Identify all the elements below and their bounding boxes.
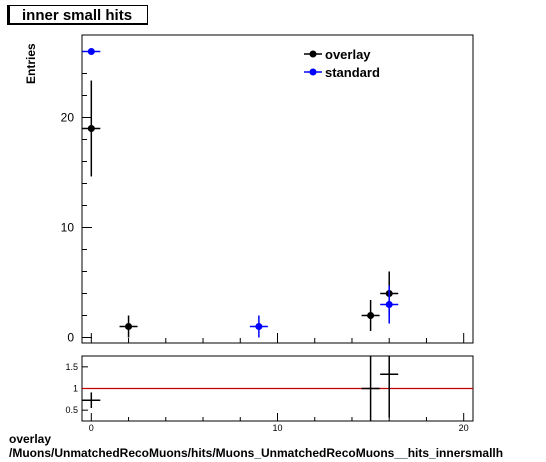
ratio-x-tick-label: 0: [89, 423, 94, 433]
legend-standard-marker: [309, 68, 317, 76]
ratio-y-tick-label: 1.5: [65, 362, 78, 372]
y-tick-label: 20: [61, 111, 75, 125]
main-plot-marks: [82, 48, 399, 338]
data-point: [385, 301, 393, 308]
footer-line-2: /Muons/UnmatchedRecoMuons/hits/Muons_Unm…: [9, 446, 504, 460]
ratio-y-tick-label: 0.5: [65, 405, 78, 415]
footer-line-1: overlay: [9, 432, 52, 446]
y-tick-label: 0: [67, 331, 74, 345]
chart-title-box: inner small hits: [7, 5, 148, 25]
main-plot-axes: 0 10 20: [61, 51, 465, 345]
data-point: [125, 323, 133, 330]
ratio-x-tick-label: 20: [459, 423, 469, 433]
ratio-plot-marks: [82, 356, 473, 421]
chart-title: inner small hits: [22, 7, 133, 24]
legend-overlay-label: overlay: [325, 47, 371, 62]
ratio-x-tick-label: 10: [272, 423, 282, 433]
ratio-plot-axes: 0.5 1 1.5 0 10 20: [65, 362, 468, 433]
legend-standard-label: standard: [325, 65, 380, 80]
ratio-y-tick-label: 1: [73, 384, 78, 394]
data-point: [87, 48, 95, 55]
data-point: [87, 125, 95, 132]
main-plot-frame: [81, 34, 474, 344]
footer-caption: overlay /Muons/UnmatchedRecoMuons/hits/M…: [9, 432, 503, 460]
legend-overlay-marker: [309, 50, 317, 58]
data-point: [367, 312, 375, 319]
y-tick-label: 10: [61, 221, 75, 235]
data-point: [255, 323, 263, 330]
legend: overlay standard: [304, 47, 380, 80]
